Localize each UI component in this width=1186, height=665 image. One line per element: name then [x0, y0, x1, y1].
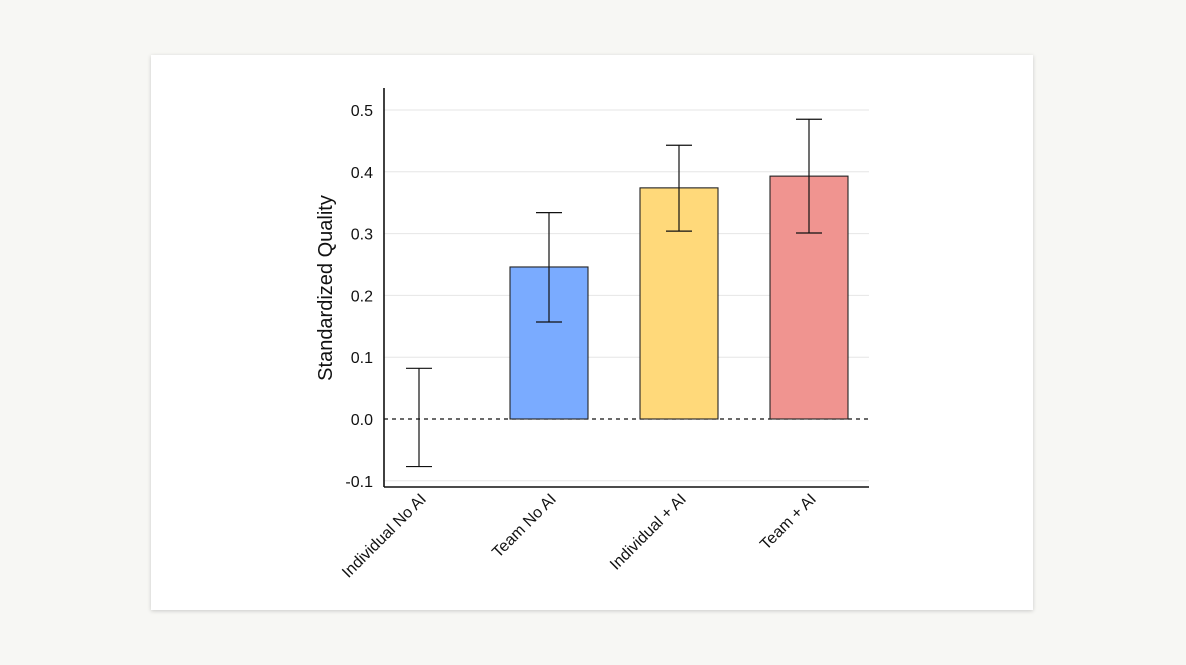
axes [383, 88, 869, 488]
error-bar [406, 367, 432, 468]
y-tick-label: 0.2 [351, 288, 373, 305]
y-tick-label: 0.3 [351, 227, 373, 244]
x-tick-label: Team No AI [489, 491, 560, 562]
y-tick-label: -0.1 [345, 474, 373, 491]
bars [509, 175, 849, 420]
error-bar [666, 144, 692, 232]
error-bars [406, 118, 822, 468]
chart-card [151, 55, 1033, 610]
y-tick-label: 0.5 [351, 103, 373, 120]
x-tick-label: Team + AI [757, 491, 820, 554]
y-tick-label: 0.0 [351, 412, 373, 429]
y-tick-label: 0.4 [351, 165, 373, 182]
grid-lines [384, 109, 869, 482]
y-axis-title: Standardized Quality [315, 195, 337, 381]
x-tick-label: Individual + AI [607, 491, 690, 574]
error-bar [796, 118, 822, 234]
error-bar [536, 211, 562, 323]
y-tick-labels: -0.1 0.0 0.1 0.2 0.3 0.4 0.5 [345, 103, 373, 491]
y-tick-label: 0.1 [351, 350, 373, 367]
x-tick-label: Individual No AI [339, 491, 430, 582]
x-tick-labels: Individual No AI Team No AI Individual + A… [339, 491, 820, 582]
